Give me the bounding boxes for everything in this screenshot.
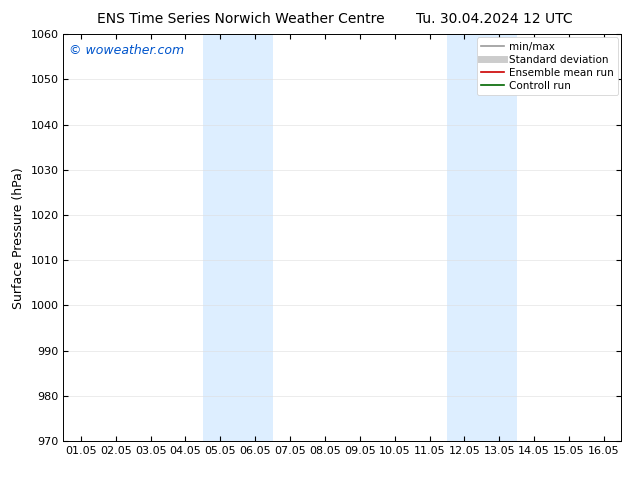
Legend: min/max, Standard deviation, Ensemble mean run, Controll run: min/max, Standard deviation, Ensemble me… [477,37,618,95]
Bar [447,34,517,441]
Bar [203,34,273,441]
Y-axis label: Surface Pressure (hPa): Surface Pressure (hPa) [12,167,25,309]
Text: ENS Time Series Norwich Weather Centre: ENS Time Series Norwich Weather Centre [97,12,385,26]
Text: © woweather.com: © woweather.com [69,45,184,57]
Text: Tu. 30.04.2024 12 UTC: Tu. 30.04.2024 12 UTC [416,12,573,26]
